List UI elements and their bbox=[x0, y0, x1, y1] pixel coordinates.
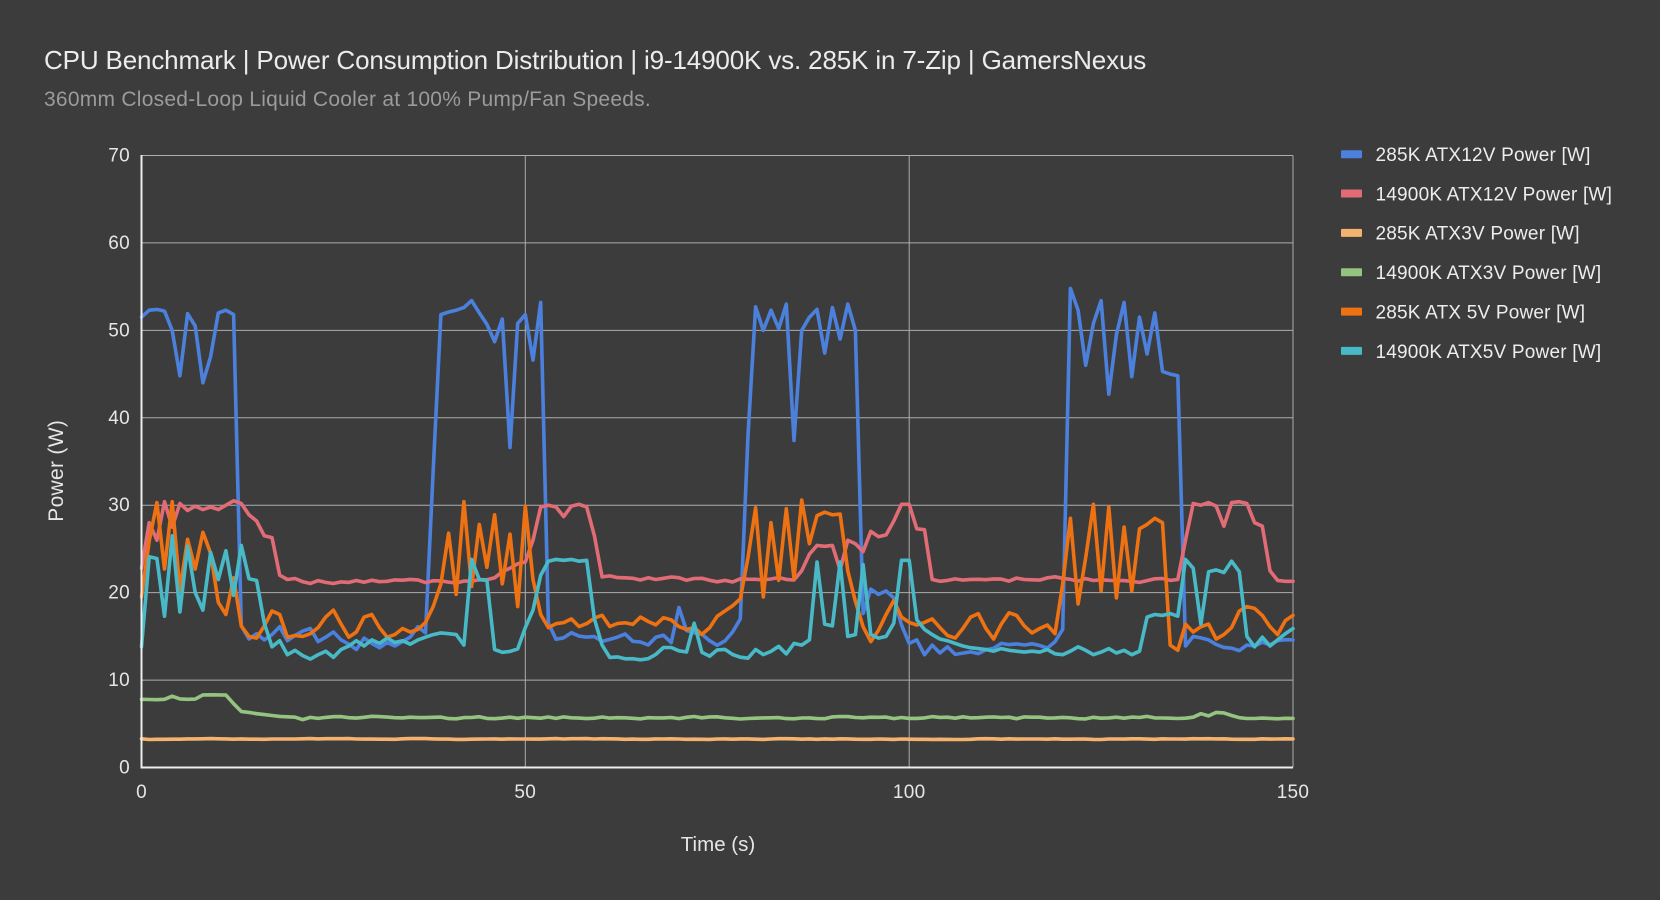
svg-text:10: 10 bbox=[108, 670, 130, 691]
svg-text:285K ATX3V Power [W]: 285K ATX3V Power [W] bbox=[1376, 224, 1580, 245]
svg-text:60: 60 bbox=[108, 233, 130, 254]
svg-text:14900K ATX3V Power [W]: 14900K ATX3V Power [W] bbox=[1376, 263, 1602, 284]
svg-text:50: 50 bbox=[108, 320, 130, 341]
svg-text:Power (W): Power (W) bbox=[45, 420, 68, 522]
svg-text:50: 50 bbox=[514, 782, 536, 803]
svg-text:0: 0 bbox=[119, 758, 130, 779]
svg-text:285K ATX 5V Power [W]: 285K ATX 5V Power [W] bbox=[1376, 302, 1586, 323]
svg-text:285K ATX12V Power [W]: 285K ATX12V Power [W] bbox=[1376, 145, 1591, 166]
svg-text:14900K ATX5V Power [W]: 14900K ATX5V Power [W] bbox=[1376, 342, 1602, 363]
svg-text:150: 150 bbox=[1277, 782, 1310, 803]
svg-text:0: 0 bbox=[136, 782, 147, 803]
svg-text:Time (s): Time (s) bbox=[681, 833, 755, 856]
svg-text:30: 30 bbox=[108, 495, 130, 516]
svg-text:20: 20 bbox=[108, 583, 130, 604]
svg-text:70: 70 bbox=[108, 146, 130, 167]
svg-text:360mm Closed-Loop Liquid Coole: 360mm Closed-Loop Liquid Cooler at 100% … bbox=[44, 88, 651, 111]
svg-text:40: 40 bbox=[108, 408, 130, 429]
svg-text:CPU Benchmark | Power Consumpt: CPU Benchmark | Power Consumption Distri… bbox=[44, 45, 1146, 75]
svg-text:14900K ATX12V Power [W]: 14900K ATX12V Power [W] bbox=[1376, 184, 1613, 205]
svg-text:100: 100 bbox=[893, 782, 926, 803]
